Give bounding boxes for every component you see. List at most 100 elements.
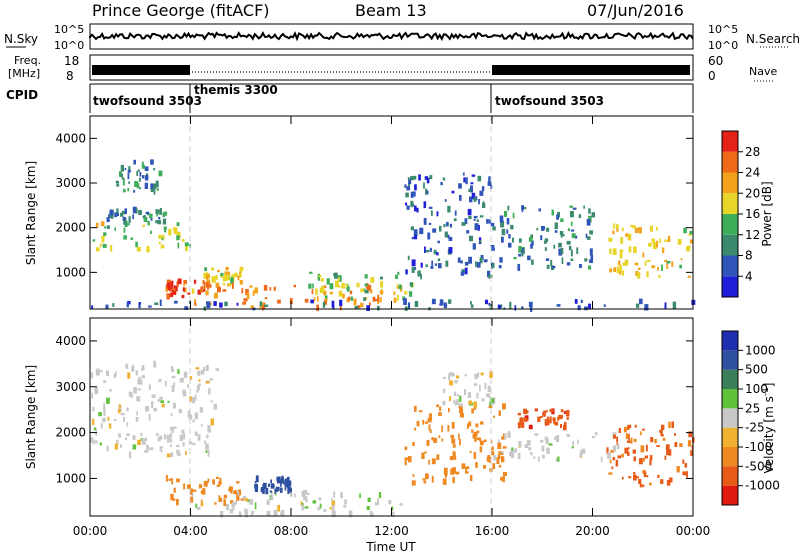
vel-cells-region-1-cell	[218, 497, 223, 502]
power-cells-region-4-cell	[207, 283, 210, 290]
power-cells-region-1-cell	[120, 212, 124, 217]
vel-cells-region-8-cell	[571, 446, 574, 449]
vel-cells-region-2-cell	[391, 506, 394, 511]
vel-cells-region-0-cell	[181, 429, 185, 434]
frequency-panel: Freq. [MHz] 18 8 60 0 Nave	[8, 54, 777, 83]
vel-cells-region-0-cell	[178, 452, 181, 457]
power-cells-region-7-cell	[449, 223, 452, 228]
vel-cells-region-3-cell	[254, 485, 257, 489]
vel-cells-region-0-cell	[169, 433, 172, 439]
vel-cells-region-0-cell	[160, 446, 164, 449]
power-cells-region-6-cell	[380, 276, 383, 280]
vel-cells-region-0-cell	[205, 381, 210, 384]
vel-cells-region-0-cell	[129, 393, 133, 398]
vel-cells-region-0-cell	[106, 397, 110, 404]
vel-cells-region-0-cell	[197, 383, 201, 386]
power-cells-region-7-cell	[406, 205, 410, 210]
vel-cells-region-7-cell	[690, 450, 693, 456]
power-cells-region-7-cell	[451, 190, 455, 194]
power-cells-region-1-cell	[158, 217, 161, 220]
power-cells-region-10-cell	[431, 298, 436, 305]
vel-cells-region-0-cell	[137, 388, 141, 391]
vel-cells-region-4-cell	[483, 439, 487, 443]
power-cells-region-9-cell	[662, 247, 665, 254]
vel-cells-region-4-cell	[449, 456, 454, 461]
power-cells-region-9-cell	[609, 248, 612, 255]
power-cells-region-7-cell	[437, 240, 440, 244]
power-cells-region-8-cell	[531, 259, 534, 265]
power-cells-region-5-cell	[222, 289, 227, 292]
power-cells-region-10-cell	[219, 302, 223, 308]
vel-cells-region-2-cell	[266, 501, 270, 505]
vel-cells-region-4-cell	[455, 471, 460, 475]
power-cells-region-7-cell	[478, 199, 480, 205]
vel-cells-region-0-cell	[153, 364, 157, 367]
vel-cells-region-1-cell	[173, 487, 176, 493]
vel-cells-region-5-cell	[453, 400, 455, 404]
power-cells-region-9-cell	[619, 249, 624, 253]
vel-cells-region-2-cell	[329, 507, 333, 510]
vel-cells-region-4-cell	[458, 433, 460, 440]
power-cells-region-7-cell	[425, 264, 428, 268]
vel-cells-region-7-cell	[627, 447, 630, 450]
vel-cells-region-7-cell	[646, 475, 649, 478]
power-cells-region-8-cell	[492, 226, 496, 231]
vel-cells-region-2-cell	[359, 493, 361, 499]
vel-cells-region-7-cell	[627, 424, 632, 429]
vel-cells-region-8-cell	[607, 452, 611, 459]
vel-cells-region-0-cell	[167, 436, 169, 443]
freq-label-line1: Freq.	[14, 54, 41, 67]
x-tick-label: 00:00	[73, 524, 108, 538]
cpid-panel: CPID twofsound 3503 themis 3300 twofsoun…	[6, 83, 694, 113]
power-cells-region-7-cell	[424, 176, 429, 180]
power-cells-region-2-cell	[158, 170, 163, 177]
power-cells-region-7-cell	[465, 177, 468, 185]
power-cells-region-7-cell	[469, 196, 473, 203]
vel-cells-region-1-cell	[200, 490, 203, 494]
vel-cells-region-0-cell	[108, 423, 112, 429]
vel-cells-region-7-cell	[639, 458, 643, 465]
power-cells-region-8-cell	[518, 238, 522, 243]
vel-cells-region-4-cell	[428, 424, 431, 431]
power-cells-region-6-cell	[329, 283, 334, 290]
colorbar-swatch	[722, 369, 738, 389]
vel-cells-region-0-cell	[164, 434, 166, 440]
vel-cells-region-0-cell	[183, 432, 186, 440]
power-panel: 1000 2000 3000 4000 Slant Range [km] 4 8 12 16…	[24, 115, 774, 312]
vel-cells-region-2-cell	[301, 504, 304, 511]
vel-cells-region-1-cell	[214, 502, 217, 505]
power-cells-region-0-cell	[110, 245, 113, 252]
power-cells-region-7-cell	[473, 218, 476, 221]
power-colorbar: 4 8 12 16 20 24 28	[721, 130, 760, 298]
power-cells-region-10-cell	[138, 302, 141, 309]
power-cells-region-9-cell	[687, 275, 691, 278]
power-cells-region-10-cell	[236, 302, 239, 306]
power-cells-region-4-cell	[183, 283, 186, 286]
power-cells-region-2-cell	[121, 177, 125, 180]
cpid-segment-2: themis 3300	[194, 83, 278, 97]
vel-cells-region-7-cell	[660, 424, 665, 431]
vel-cells-region-5-cell	[479, 384, 481, 392]
vel-cells-region-0-cell	[131, 364, 134, 372]
power-cells-region-7-cell	[433, 249, 437, 255]
vel-cells-region-5-cell	[491, 401, 494, 406]
vel-cells-region-0-cell	[207, 449, 210, 457]
vel-cells-region-7-cell	[639, 483, 643, 488]
power-cells-region-5-cell	[200, 286, 203, 291]
vel-cells-region-7-cell	[633, 456, 636, 462]
power-cells-region-3-cell	[225, 274, 230, 281]
vel-cells-region-7-cell	[671, 421, 674, 428]
vel-cells-region-0-cell	[100, 423, 103, 429]
power-cells-region-4-cell	[203, 288, 206, 292]
power-cells-region-1-cell	[122, 216, 126, 221]
power-cells-region-0-cell	[107, 225, 110, 229]
colorbar-swatch	[722, 276, 738, 297]
vel-cells-region-4-cell	[414, 405, 417, 412]
power-cells-region-8-cell	[528, 236, 533, 242]
vel-cells-region-2-cell	[270, 490, 273, 497]
power-cells-region-2-cell	[127, 172, 130, 180]
power-cells-region-8-cell	[531, 240, 534, 246]
power-cells-region-7-cell	[466, 230, 470, 234]
power-cells-region-8-cell	[527, 255, 531, 261]
power-cells-region-6-cell	[410, 284, 414, 288]
